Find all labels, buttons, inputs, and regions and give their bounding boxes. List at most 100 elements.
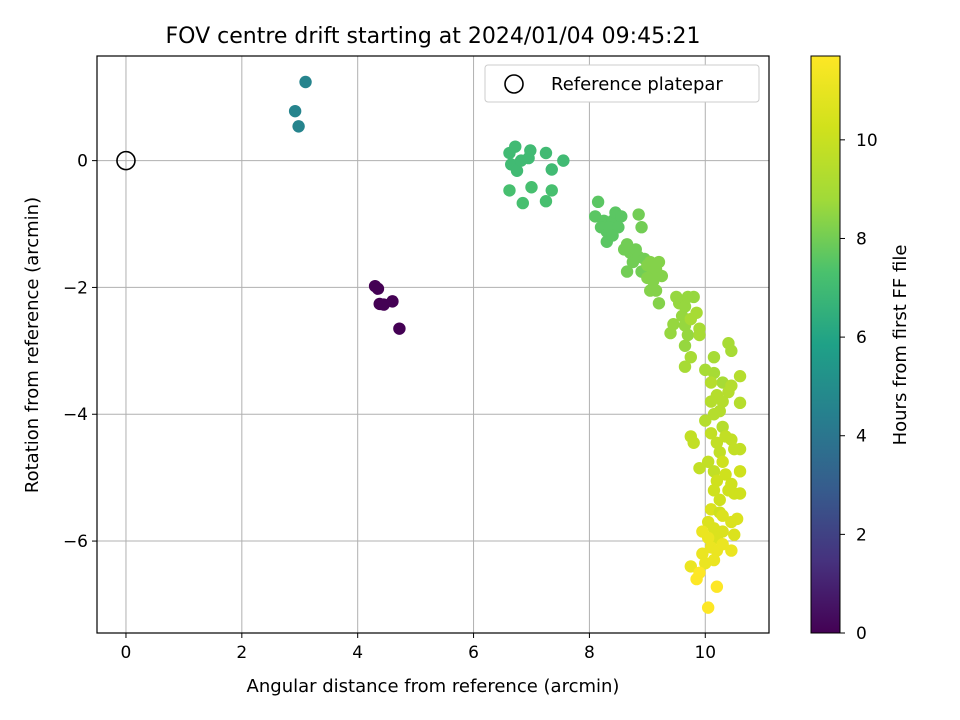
data-point: [704, 395, 718, 408]
data-point: [594, 220, 608, 234]
data-point: [701, 531, 715, 545]
reference-marker: [116, 150, 136, 171]
colorbar-tick-label: 10: [856, 131, 878, 151]
data-point: [701, 455, 715, 469]
data-point: [299, 75, 312, 89]
data-point: [707, 408, 721, 421]
data-point: [716, 395, 729, 408]
data-point: [701, 601, 715, 614]
legend-box: [484, 64, 760, 103]
y-tick-label: −6: [63, 532, 88, 552]
data-point: [716, 420, 729, 434]
x-axis-ticks: 0 2 4 6 8 10: [121, 633, 716, 663]
data-point: [710, 436, 724, 449]
chart-title: FOV centre drift starting at 2024/01/04 …: [166, 24, 701, 49]
data-point: [678, 300, 692, 313]
data-point: [687, 290, 700, 304]
y-tick-label: 0: [77, 152, 88, 172]
data-point: [678, 339, 692, 352]
data-point: [733, 465, 747, 478]
data-point: [716, 455, 729, 469]
data-point: [710, 474, 724, 488]
x-axis-label: Angular distance from reference (arcmin): [247, 676, 620, 697]
data-point: [649, 284, 663, 297]
data-point: [713, 493, 726, 507]
data-point: [646, 274, 660, 288]
data-point: [371, 282, 385, 295]
data-point: [733, 487, 747, 500]
y-tick-label: −2: [63, 278, 88, 298]
y-tick-label: −4: [63, 405, 88, 425]
data-point: [730, 512, 744, 526]
colorbar-tick-label: 6: [856, 328, 867, 348]
data-point: [539, 146, 553, 160]
data-point: [678, 360, 692, 373]
data-point: [725, 544, 738, 557]
data-point: [620, 265, 634, 278]
data-point: [681, 328, 695, 342]
data-point: [292, 120, 305, 133]
data-point: [707, 366, 721, 380]
data-point: [693, 461, 706, 475]
data-point: [722, 484, 735, 497]
data-point: [707, 484, 721, 497]
data-point: [728, 528, 741, 541]
grid-lines: [97, 56, 769, 633]
data-point: [684, 560, 697, 573]
data-point: [707, 465, 721, 478]
data-point: [525, 181, 538, 194]
data-point: [652, 297, 666, 310]
data-point: [733, 396, 747, 410]
data-point: [699, 414, 712, 427]
data-point: [696, 547, 709, 560]
legend: Reference platepar: [484, 64, 760, 103]
colorbar-tick-label: 4: [856, 427, 867, 447]
data-point: [503, 184, 516, 197]
x-tick-label: 6: [468, 643, 479, 663]
y-axis-label: Rotation from reference (arcmin): [22, 197, 43, 493]
data-point: [615, 210, 628, 223]
legend-reference-marker: [504, 74, 524, 94]
data-point: [713, 446, 726, 459]
legend-label: Reference platepar: [551, 74, 723, 95]
scatter-points: [288, 75, 747, 614]
data-point: [557, 154, 570, 167]
data-point: [288, 104, 302, 118]
y-axis-ticks: 0 −2 −4 −6: [63, 152, 97, 552]
colorbar: 0 2 4 6 8 10 Hours from first FF file: [810, 55, 911, 644]
data-point: [632, 208, 645, 221]
colorbar-gradient: [810, 55, 841, 634]
data-point: [710, 580, 724, 593]
data-point: [652, 255, 666, 269]
plot-frame: [96, 55, 770, 634]
colorbar-tick-label: 8: [856, 229, 867, 249]
data-point: [733, 442, 747, 456]
data-point: [704, 427, 718, 440]
x-tick-label: 4: [352, 643, 363, 663]
data-point: [591, 195, 605, 209]
colorbar-ticks: 0 2 4 6 8 10: [840, 131, 878, 644]
data-point: [707, 350, 721, 364]
data-point: [545, 163, 558, 176]
x-tick-label: 0: [121, 643, 132, 663]
data-point: [693, 566, 706, 579]
data-point: [693, 328, 706, 342]
data-point: [545, 184, 558, 197]
data-point: [516, 196, 529, 210]
data-point: [667, 318, 680, 331]
data-point: [704, 376, 718, 389]
data-point: [684, 350, 697, 364]
data-point: [386, 295, 399, 308]
data-point: [716, 509, 729, 522]
data-point: [687, 436, 700, 449]
data-point: [393, 322, 406, 335]
x-tick-label: 2: [236, 643, 247, 663]
x-tick-label: 8: [584, 643, 595, 663]
data-point: [510, 164, 524, 177]
data-point: [725, 344, 738, 358]
data-point: [725, 433, 738, 446]
colorbar-tick-label: 0: [856, 624, 867, 644]
data-point: [606, 229, 619, 242]
data-point: [725, 379, 738, 392]
